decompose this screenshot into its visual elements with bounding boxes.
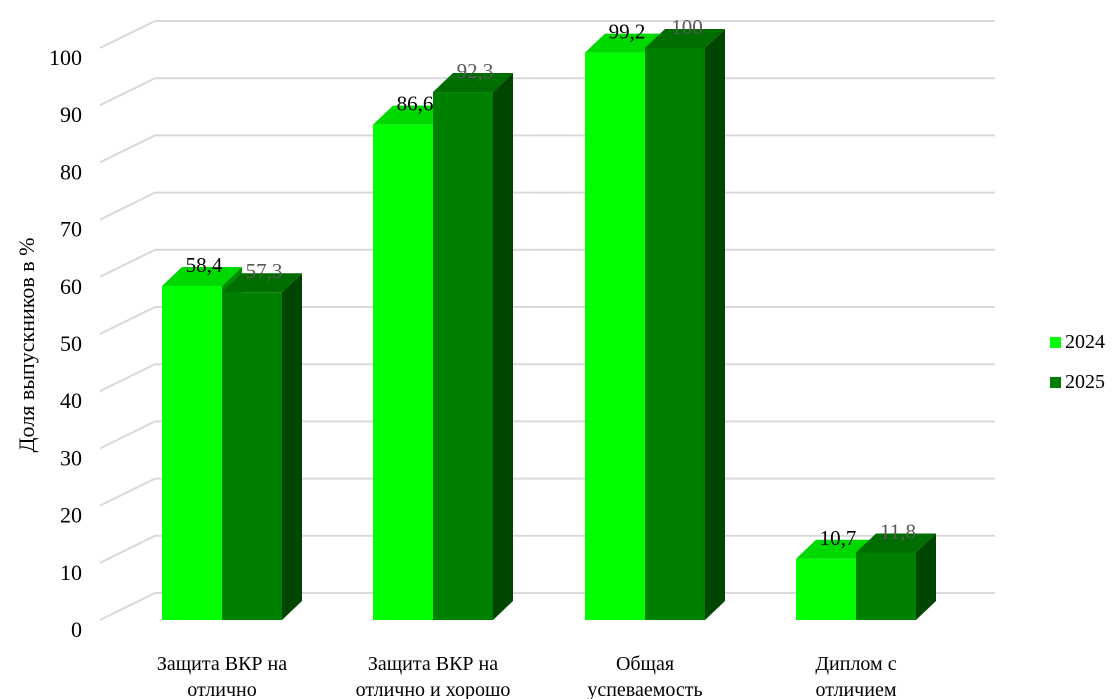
x-category-label: Защита ВКР на [157, 653, 287, 675]
bar-top [856, 533, 936, 553]
bar-front [645, 48, 705, 620]
bar-side [282, 273, 302, 620]
grid-line [99, 134, 995, 164]
x-axis-categories: Защита ВКР на отлично Защита ВКР на отлично… [157, 653, 897, 699]
legend: 2024 2025 [1050, 322, 1105, 402]
grid-line [99, 20, 995, 49]
x-category-label: успеваемость [587, 679, 702, 699]
data-label: 10,7 [820, 526, 857, 550]
y-tick-label: 0 [71, 617, 82, 642]
y-tick-label: 50 [60, 331, 82, 356]
x-category-label: Общая [616, 653, 674, 675]
data-label: 92,3 [457, 59, 494, 83]
x-category-label: Диплом с [815, 653, 896, 675]
legend-label-2024: 2024 [1065, 330, 1105, 353]
legend-swatch-2025 [1050, 376, 1061, 388]
bar-side [493, 73, 513, 620]
bar-top [162, 266, 242, 286]
x-category-label: отлично и хорошо [356, 679, 511, 699]
bar-2025-1 [433, 73, 513, 620]
data-label: 99,2 [609, 20, 646, 44]
y-axis-ticks: 0 10 20 30 40 50 60 70 80 90 100 [49, 45, 82, 642]
bar-top [433, 73, 513, 93]
bar-top [645, 29, 725, 48]
y-tick-label: 80 [60, 159, 82, 184]
bar-front [162, 285, 222, 620]
x-category-label: Защита ВКР на [368, 653, 498, 675]
grid-line [99, 77, 995, 107]
legend-label-2025: 2025 [1065, 370, 1105, 393]
bar-front [856, 552, 916, 620]
data-label: 86,6 [397, 92, 434, 116]
bar-front [373, 124, 433, 620]
y-axis-label: Доля выпускников в % [14, 238, 39, 453]
x-category-label: отлично [187, 679, 256, 699]
y-tick-label: 40 [60, 388, 82, 413]
y-tick-label: 70 [60, 217, 82, 242]
data-label: 58,4 [186, 253, 223, 277]
y-tick-label: 100 [49, 45, 82, 70]
legend-item-2024: 2024 [1050, 322, 1105, 362]
y-tick-label: 60 [60, 274, 82, 299]
data-label: 11,8 [880, 520, 916, 544]
data-labels: 58,4 57,3 86,6 92,3 99,2 100 10,7 11,8 [186, 15, 916, 550]
bar-2025-2 [645, 29, 725, 620]
data-label: 57,3 [246, 259, 283, 283]
bar-front [796, 558, 856, 620]
y-tick-label: 20 [60, 503, 82, 528]
bar-top [222, 273, 302, 293]
y-tick-label: 90 [60, 102, 82, 127]
y-tick-label: 10 [60, 560, 82, 585]
y-tick-label: 30 [60, 445, 82, 470]
legend-item-2025: 2025 [1050, 362, 1105, 402]
bar-side [916, 533, 936, 620]
data-label: 100 [671, 15, 703, 39]
bar-side [705, 29, 725, 620]
bars [162, 29, 936, 621]
bar-2025-3 [856, 533, 936, 620]
bar-front [585, 52, 645, 621]
grid-line [99, 191, 995, 221]
x-category-label: отличием [816, 679, 897, 699]
bar-front [222, 292, 282, 620]
bar-front [433, 92, 493, 620]
legend-swatch-2024 [1050, 336, 1061, 348]
bar-2025-0 [222, 273, 302, 620]
bar-top [585, 33, 665, 53]
